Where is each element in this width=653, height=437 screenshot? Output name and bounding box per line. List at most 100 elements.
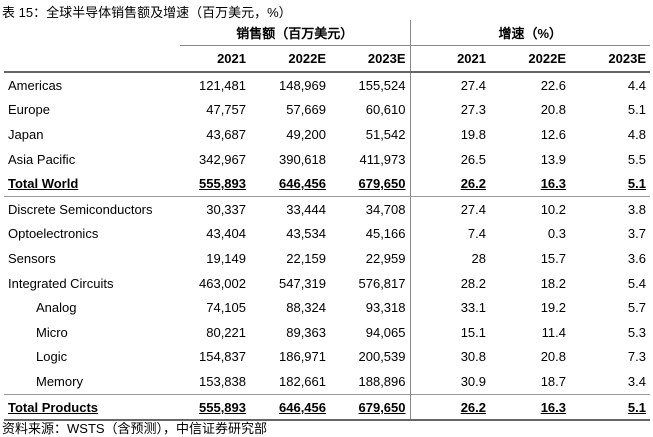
table-row: Micro 80,221 89,363 94,065 15.1 11.4 5.3 bbox=[4, 319, 650, 345]
table-title: 表 15：全球半导体销售额及增速（百万美元，%） bbox=[2, 5, 292, 20]
cell-text: 5.7 bbox=[627, 300, 646, 316]
cell: 89,363 bbox=[250, 320, 330, 345]
cell: 0.3 bbox=[490, 222, 570, 247]
cell-text: 15.7 bbox=[540, 250, 566, 266]
cell: 342,967 bbox=[180, 147, 250, 172]
cell-text: 4.4 bbox=[627, 77, 646, 93]
cell: 22,959 bbox=[330, 246, 410, 271]
table-row: Europe 47,757 57,669 60,610 27.3 20.8 5.1 bbox=[4, 97, 650, 123]
cell: 463,002 bbox=[180, 271, 250, 296]
cell: 27.4 bbox=[409, 72, 490, 98]
cell: 34,708 bbox=[330, 196, 410, 221]
cell-text: 27.3 bbox=[460, 102, 486, 118]
cell-text: 94,065 bbox=[365, 324, 406, 340]
cell-text: 7.3 bbox=[627, 349, 646, 365]
cell: 186,971 bbox=[250, 345, 330, 370]
cell-text: 20.8 bbox=[540, 102, 566, 118]
cell: 5.5 bbox=[570, 147, 650, 172]
cell-text: 3.7 bbox=[627, 226, 646, 242]
table-row: Optoelectronics 43,404 43,534 45,166 7.4 0.3 3… bbox=[4, 221, 650, 247]
cell: 5.1 bbox=[570, 171, 650, 197]
cell: 5.3 bbox=[570, 320, 650, 345]
row-label: Total Products bbox=[4, 393, 180, 422]
cell-text: 22,159 bbox=[286, 250, 326, 266]
cell: 555,893 bbox=[180, 171, 250, 197]
cell: 28 bbox=[409, 246, 490, 271]
row-label-text: Japan bbox=[8, 126, 44, 142]
cell-text: 33.1 bbox=[460, 300, 486, 316]
cell-text: 27.4 bbox=[460, 77, 486, 93]
cell-text: 30.9 bbox=[460, 373, 486, 389]
cell-text: 5.5 bbox=[627, 151, 646, 167]
cell: 16.3 bbox=[490, 393, 570, 422]
cell: 33,444 bbox=[250, 196, 330, 221]
cell: 94,065 bbox=[330, 320, 410, 345]
cell-text: 20.8 bbox=[540, 349, 566, 365]
cell-text: 47,757 bbox=[206, 102, 246, 118]
cell-text: 188,896 bbox=[358, 373, 406, 389]
cell: 43,687 bbox=[180, 122, 250, 147]
cell-text: 4.8 bbox=[627, 126, 646, 142]
column-header: 2023E bbox=[570, 45, 650, 73]
cell: 19.2 bbox=[490, 295, 570, 320]
cell-text: 646,456 bbox=[279, 399, 326, 415]
cell-text: 43,687 bbox=[206, 126, 246, 142]
cell-text: 26.2 bbox=[460, 399, 486, 415]
cell-text: 5.1 bbox=[627, 399, 646, 415]
cell: 20.8 bbox=[490, 98, 570, 123]
cell: 19,149 bbox=[180, 246, 250, 271]
cell: 390,618 bbox=[250, 147, 330, 172]
cell: 646,456 bbox=[250, 393, 330, 422]
row-label: Americas bbox=[4, 72, 180, 98]
cell-text: 153,838 bbox=[199, 373, 246, 389]
cell: 57,669 bbox=[250, 98, 330, 123]
cell-text: 7.4 bbox=[467, 226, 486, 242]
cell: 3.4 bbox=[570, 369, 650, 394]
row-label-text: Asia Pacific bbox=[8, 151, 76, 167]
column-header-row: 2021 2022E 2023E 2021 2022E 2023E bbox=[4, 45, 650, 73]
row-label: Integrated Circuits bbox=[4, 271, 180, 296]
column-header: 2021 bbox=[409, 45, 490, 73]
cell: 121,481 bbox=[180, 72, 250, 98]
cell-text: 34,708 bbox=[365, 201, 406, 217]
row-label-text: Americas bbox=[8, 77, 63, 93]
source-note: 资料来源：WSTS（含预测），中信证券研究部 bbox=[2, 421, 268, 436]
cell: 51,542 bbox=[330, 122, 410, 147]
table-row: Memory 153,838 182,661 188,896 30.9 18.7 3.4 bbox=[4, 369, 650, 395]
cell: 646,456 bbox=[250, 171, 330, 197]
cell: 30.9 bbox=[409, 369, 490, 395]
cell: 18.7 bbox=[490, 369, 570, 394]
cell-text: 33,444 bbox=[286, 201, 326, 217]
cell-text: 646,456 bbox=[279, 176, 326, 192]
cell: 26.5 bbox=[409, 146, 490, 172]
row-label: Memory bbox=[4, 369, 180, 394]
row-label-text: Total World bbox=[8, 176, 79, 192]
row-label-text: Analog bbox=[36, 300, 77, 316]
cell-text: 45,166 bbox=[365, 226, 406, 242]
cell-text: 10.2 bbox=[540, 201, 566, 217]
cell-text: 5.1 bbox=[627, 176, 646, 192]
row-label-text: Logic bbox=[36, 349, 68, 365]
cell: 19.8 bbox=[409, 122, 490, 147]
cell-text: 30,337 bbox=[206, 201, 246, 217]
row-label: Analog bbox=[4, 295, 180, 320]
cell-text: 5.4 bbox=[627, 275, 646, 291]
cell-text: 121,481 bbox=[199, 77, 246, 93]
cell: 28.2 bbox=[409, 270, 490, 296]
cell-text: 88,324 bbox=[286, 300, 326, 316]
cell-text: 186,971 bbox=[279, 349, 326, 365]
cell: 148,969 bbox=[250, 72, 330, 98]
cell: 3.6 bbox=[570, 246, 650, 271]
data-table: 销售额（百万美元） 增速（%） 2021 2022E 2023E 2021 2022E 2… bbox=[4, 20, 650, 422]
cell: 15.1 bbox=[409, 319, 490, 345]
cell: 74,105 bbox=[180, 295, 250, 320]
cell-text: 57,669 bbox=[286, 102, 326, 118]
cell-text: 27.4 bbox=[460, 201, 486, 217]
cell-text: 547,319 bbox=[279, 275, 326, 291]
table-row: Sensors 19,149 22,159 22,959 28 15.7 3.6 bbox=[4, 246, 650, 271]
table-row: Analog 74,105 88,324 93,318 33.1 19.2 5.7 bbox=[4, 295, 650, 320]
cell-text: 19,149 bbox=[206, 250, 246, 266]
cell: 411,973 bbox=[330, 147, 410, 172]
cell-text: 5.3 bbox=[627, 324, 646, 340]
cell-text: 22,959 bbox=[365, 250, 406, 266]
